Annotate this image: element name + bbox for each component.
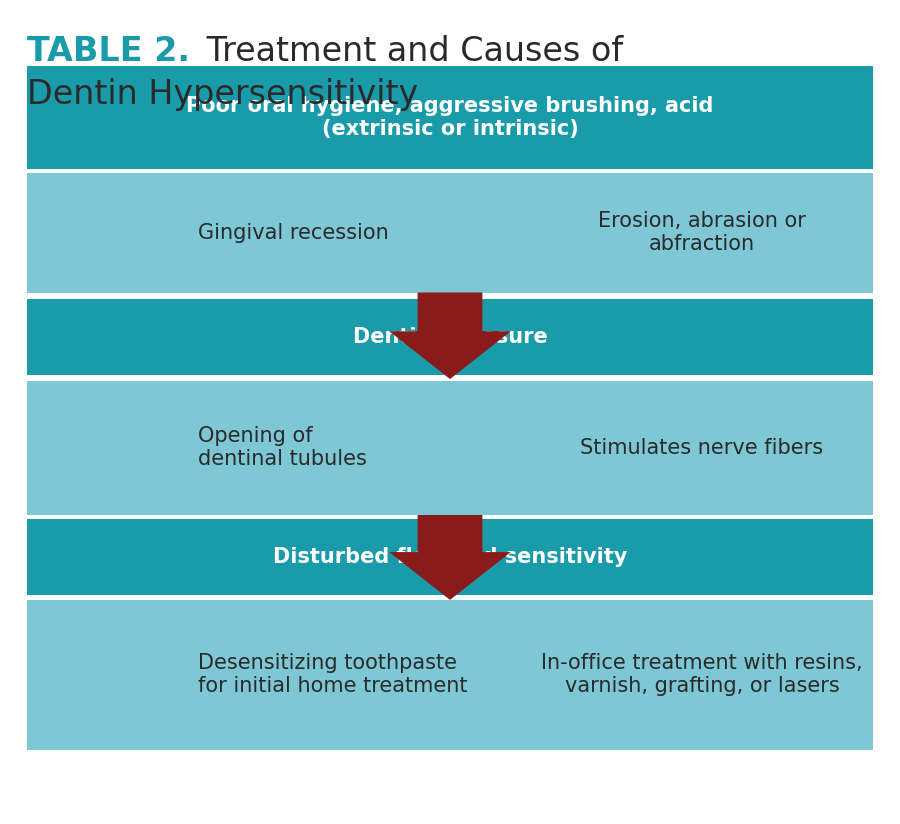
Text: Dentin exposure: Dentin exposure xyxy=(353,327,547,347)
Text: TABLE 2.: TABLE 2. xyxy=(27,35,190,68)
Text: Gingival recession: Gingival recession xyxy=(198,222,389,243)
Text: Treatment and Causes of: Treatment and Causes of xyxy=(196,35,624,68)
Text: Dentin Hypersensitivity: Dentin Hypersensitivity xyxy=(27,78,419,111)
Text: Erosion, abrasion or
abfraction: Erosion, abrasion or abfraction xyxy=(598,211,806,255)
Bar xyxy=(27,519,873,595)
FancyArrow shape xyxy=(389,515,511,600)
Text: In-office treatment with resins,
varnish, grafting, or lasers: In-office treatment with resins, varnish… xyxy=(541,653,863,696)
Bar xyxy=(27,66,873,169)
Text: Poor oral hygiene, aggressive brushing, acid
(extrinsic or intrinsic): Poor oral hygiene, aggressive brushing, … xyxy=(186,96,714,139)
Bar xyxy=(27,381,873,515)
Text: Disturbed flow and sensitivity: Disturbed flow and sensitivity xyxy=(273,547,627,567)
FancyArrow shape xyxy=(389,293,511,379)
Text: Opening of
dentinal tubules: Opening of dentinal tubules xyxy=(198,426,367,470)
Text: Desensitizing toothpaste
for initial home treatment: Desensitizing toothpaste for initial hom… xyxy=(198,653,467,696)
Bar xyxy=(27,600,873,750)
Text: Stimulates nerve fibers: Stimulates nerve fibers xyxy=(580,438,824,458)
Bar xyxy=(27,299,873,375)
Bar xyxy=(27,173,873,293)
